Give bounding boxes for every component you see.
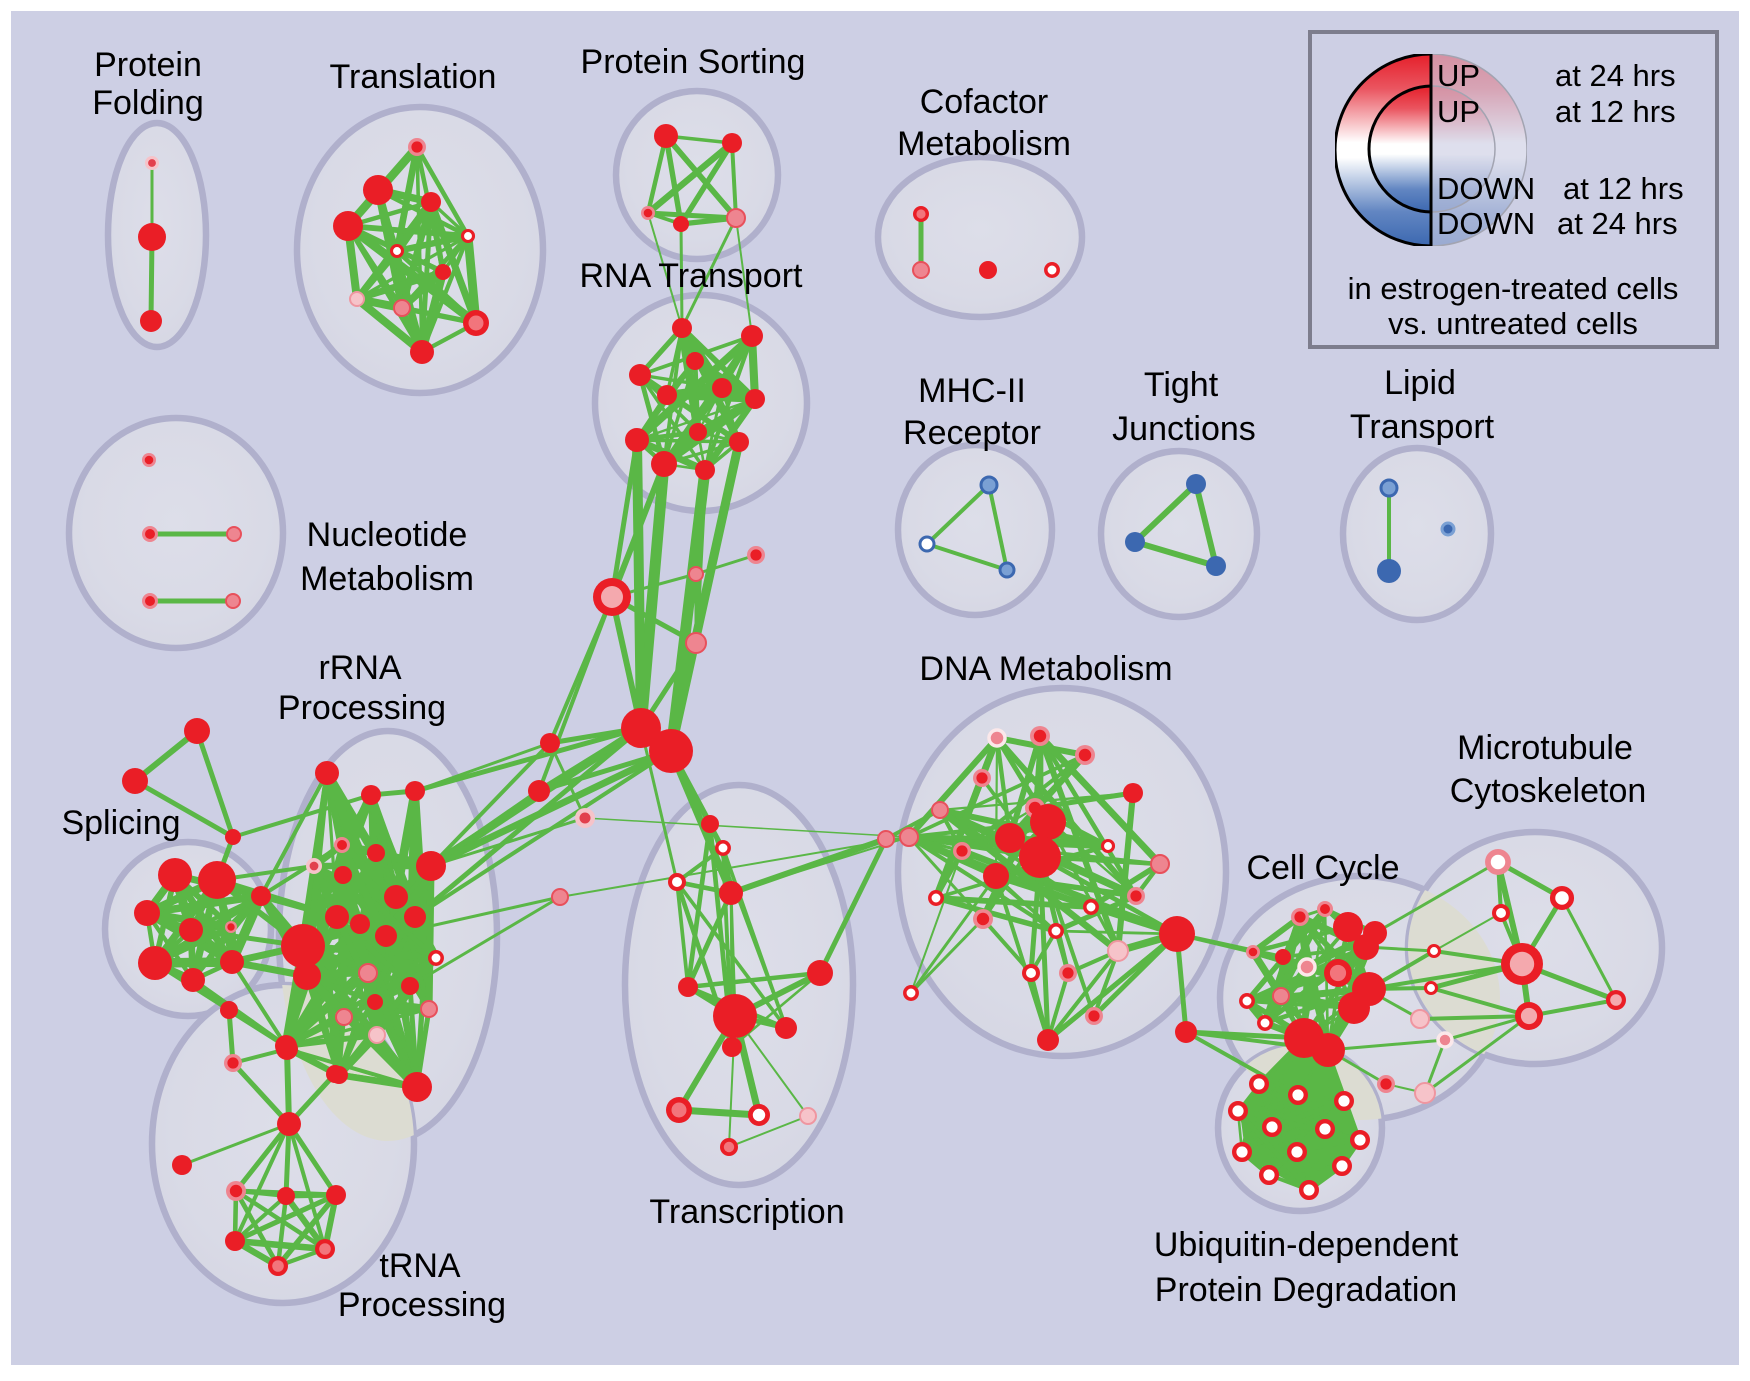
svg-text:at 12 hrs: at 12 hrs	[1563, 171, 1684, 206]
svg-text:Cell Cycle: Cell Cycle	[1246, 849, 1399, 887]
svg-text:MHC-II: MHC-II	[918, 372, 1026, 410]
svg-text:UP: UP	[1437, 58, 1480, 93]
svg-text:Translation: Translation	[330, 58, 497, 96]
svg-text:RNA Transport: RNA Transport	[580, 257, 804, 295]
svg-text:Processing: Processing	[338, 1286, 506, 1324]
svg-text:Ubiquitin-dependent: Ubiquitin-dependent	[1154, 1226, 1459, 1264]
svg-text:Protein Sorting: Protein Sorting	[581, 43, 806, 81]
svg-text:Splicing: Splicing	[61, 804, 180, 842]
svg-text:DNA Metabolism: DNA Metabolism	[919, 650, 1172, 688]
svg-text:Cofactor: Cofactor	[920, 83, 1049, 121]
svg-text:Junctions: Junctions	[1112, 410, 1256, 448]
svg-text:at 24 hrs: at 24 hrs	[1555, 58, 1676, 93]
svg-text:vs. untreated cells: vs. untreated cells	[1388, 306, 1638, 341]
svg-text:Processing: Processing	[278, 689, 446, 727]
svg-text:at 12 hrs: at 12 hrs	[1555, 94, 1676, 129]
svg-text:rRNA: rRNA	[318, 649, 401, 687]
svg-text:at 24 hrs: at 24 hrs	[1557, 206, 1678, 241]
svg-text:Metabolism: Metabolism	[300, 560, 474, 598]
svg-text:in estrogen-treated cells: in estrogen-treated cells	[1348, 271, 1679, 306]
svg-text:tRNA: tRNA	[379, 1247, 461, 1285]
svg-text:Folding: Folding	[92, 84, 204, 122]
svg-text:Microtubule: Microtubule	[1457, 729, 1633, 767]
svg-text:Tight: Tight	[1144, 366, 1219, 404]
svg-text:Nucleotide: Nucleotide	[307, 516, 468, 554]
svg-text:Protein Degradation: Protein Degradation	[1155, 1271, 1457, 1309]
svg-text:Transport: Transport	[1350, 408, 1495, 446]
svg-text:Metabolism: Metabolism	[897, 125, 1071, 163]
svg-text:Lipid: Lipid	[1384, 364, 1456, 402]
svg-text:Receptor: Receptor	[903, 414, 1041, 452]
svg-text:UP: UP	[1437, 94, 1480, 129]
svg-text:Transcription: Transcription	[649, 1193, 844, 1231]
svg-text:DOWN: DOWN	[1437, 206, 1535, 241]
svg-text:DOWN: DOWN	[1437, 171, 1535, 206]
svg-text:Protein: Protein	[94, 46, 202, 84]
svg-text:Cytoskeleton: Cytoskeleton	[1450, 772, 1647, 810]
